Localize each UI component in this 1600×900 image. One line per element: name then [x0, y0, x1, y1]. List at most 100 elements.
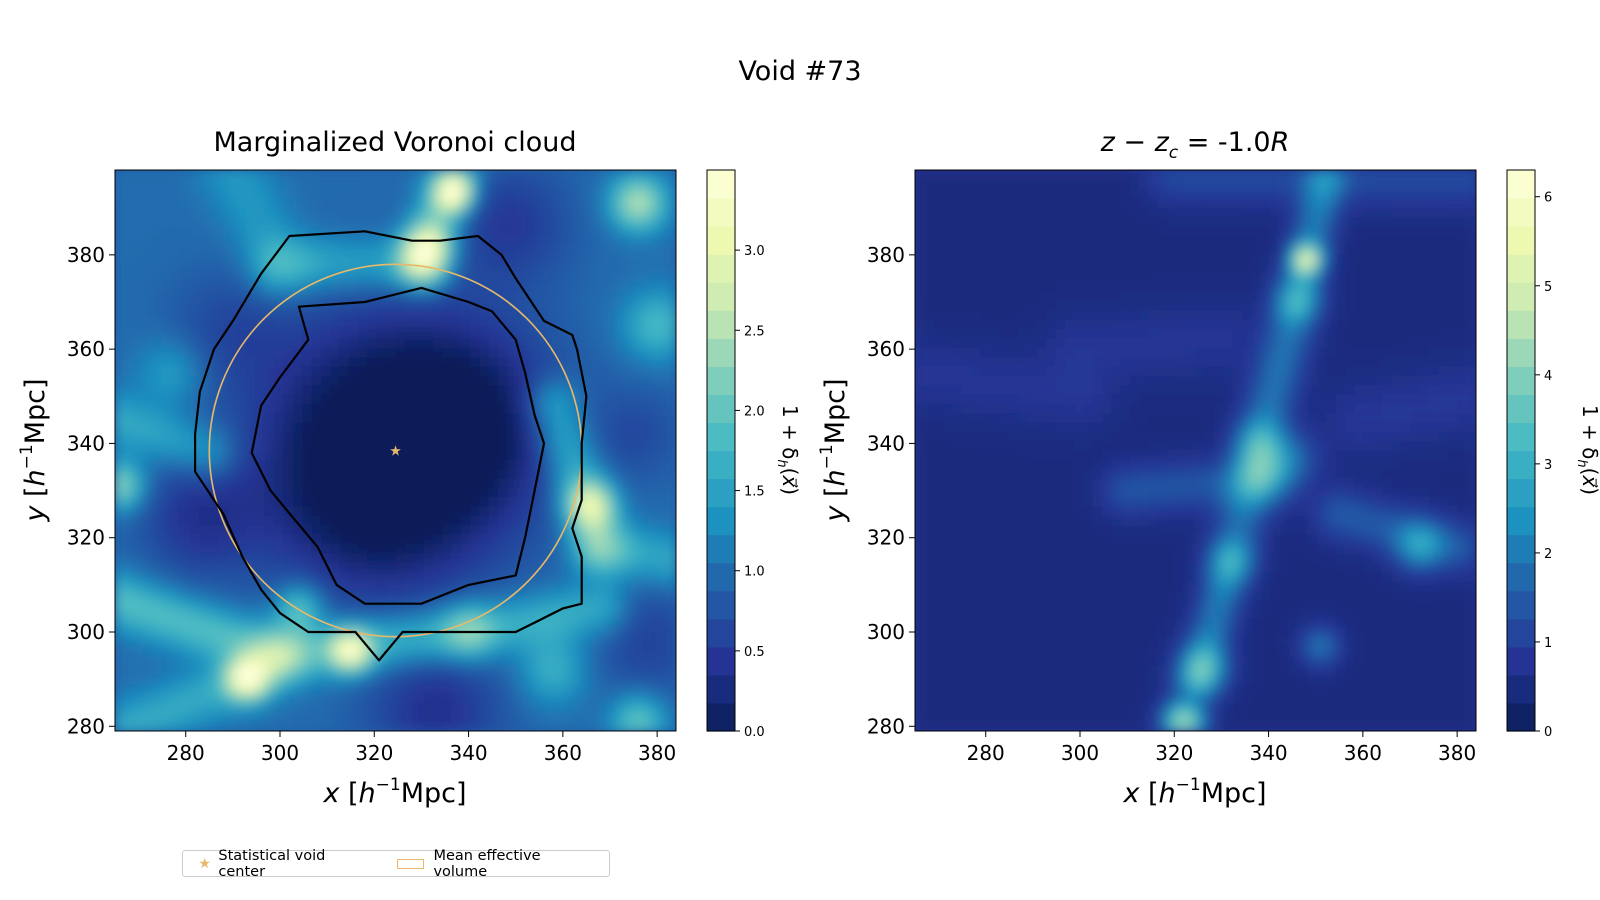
heatmap-cell: [1045, 534, 1057, 545]
heatmap-cell: [460, 385, 472, 396]
heatmap-cell: [545, 188, 556, 199]
heatmap-cell: [133, 188, 144, 199]
heatmap-cell: [283, 207, 294, 218]
heatmap-cell: [208, 263, 219, 274]
heatmap-cell: [227, 721, 238, 731]
heatmap-cell: [526, 291, 537, 302]
heatmap-cell: [245, 431, 257, 442]
heatmap-cell: [302, 272, 313, 283]
heatmap-cell: [999, 684, 1010, 695]
heatmap-cell: [1064, 347, 1075, 358]
heatmap-cell: [666, 207, 676, 218]
heatmap-cell: [376, 581, 387, 592]
heatmap-cell: [292, 637, 303, 648]
heatmap-cell: [1102, 684, 1113, 695]
heatmap-cell: [610, 338, 621, 349]
heatmap-cell: [498, 450, 509, 461]
heatmap-cell: [1111, 702, 1122, 714]
heatmap-cell: [330, 562, 341, 573]
heatmap-cell: [115, 525, 126, 536]
heatmap-cell: [358, 216, 369, 227]
heatmap-cell: [961, 319, 972, 330]
heatmap-cell: [1083, 674, 1094, 686]
heatmap-cell: [180, 656, 191, 667]
heatmap-cell: [924, 207, 935, 218]
heatmap-cell: [943, 600, 954, 611]
heatmap-cell: [460, 515, 472, 527]
heatmap-cell: [1102, 366, 1113, 377]
heatmap-cell: [629, 544, 640, 555]
heatmap-cell: [330, 338, 341, 349]
heatmap-cell: [152, 506, 163, 517]
heatmap-cell: [517, 375, 528, 386]
heatmap-cell: [395, 693, 406, 704]
heatmap-panel-voronoi: Marginalized Voronoi cloud ★ 280 300 320 34…: [17, 127, 802, 809]
heatmap-cell: [367, 263, 378, 274]
heatmap-cell: [386, 497, 397, 508]
heatmap-cell: [1073, 272, 1085, 283]
heatmap-cell: [255, 244, 266, 255]
heatmap-cell: [283, 562, 294, 573]
heatmap-cell: [152, 487, 163, 499]
heatmap-cell: [619, 562, 631, 573]
heatmap-cell: [302, 674, 313, 686]
heatmap-cell: [1111, 628, 1122, 639]
heatmap-cell: [1111, 487, 1122, 499]
heatmap-cell: [152, 469, 163, 480]
heatmap-cell: [657, 431, 668, 442]
heatmap-cell: [498, 646, 509, 657]
heatmap-cell: [442, 403, 453, 414]
heatmap-cell: [115, 656, 126, 667]
heatmap-cell: [292, 422, 303, 433]
heatmap-cell: [1017, 544, 1028, 555]
heatmap-cell: [933, 263, 944, 274]
heatmap-cell: [161, 357, 172, 368]
heatmap-cell: [189, 637, 200, 648]
heatmap-cell: [507, 385, 518, 396]
heatmap-cell: [535, 572, 546, 583]
heatmap-cell: [320, 347, 331, 358]
heatmap-cell: [358, 497, 369, 508]
heatmap-cell: [1027, 366, 1038, 377]
heatmap-cell: [199, 235, 210, 246]
heatmap-cell: [971, 403, 982, 414]
heatmap-cell: [1036, 618, 1047, 629]
heatmap-cell: [629, 413, 640, 424]
heatmap-cell: [1083, 712, 1094, 723]
heatmap-cell: [999, 646, 1010, 657]
heatmap-cell: [591, 562, 602, 573]
heatmap-cell: [143, 413, 154, 424]
heatmap-cell: [647, 553, 659, 564]
heatmap-cell: [1008, 506, 1019, 517]
heatmap-cell: [999, 366, 1010, 377]
heatmap-cell: [915, 394, 926, 405]
heatmap-cell: [264, 291, 275, 302]
heatmap-cell: [666, 319, 676, 330]
heatmap-cell: [217, 198, 228, 209]
heatmap-cell: [376, 618, 387, 629]
heatmap-cell: [924, 300, 935, 312]
heatmap-cell: [629, 338, 640, 349]
heatmap-cell: [199, 628, 210, 639]
heatmap-cell: [1102, 459, 1113, 470]
heatmap-cell: [545, 422, 556, 433]
heatmap-cell: [952, 646, 963, 657]
heatmap-cell: [236, 628, 247, 639]
heatmap-cell: [264, 170, 275, 181]
heatmap-cell: [638, 693, 649, 704]
heatmap-cell: [591, 226, 602, 237]
heatmap-cell: [189, 272, 200, 283]
heatmap-cell: [320, 450, 331, 461]
heatmap-cell: [1111, 553, 1122, 564]
heatmap-cell: [526, 450, 537, 461]
heatmap-cell: [638, 366, 649, 377]
heatmap-cell: [470, 179, 481, 190]
heatmap-cell: [1064, 338, 1075, 349]
heatmap-cell: [227, 394, 238, 405]
heatmap-cell: [498, 674, 509, 686]
heatmap-cell: [432, 506, 444, 517]
heatmap-cell: [535, 179, 546, 190]
heatmap-cell: [498, 198, 509, 209]
heatmap-cell: [980, 525, 991, 536]
heatmap-cell: [133, 618, 144, 629]
